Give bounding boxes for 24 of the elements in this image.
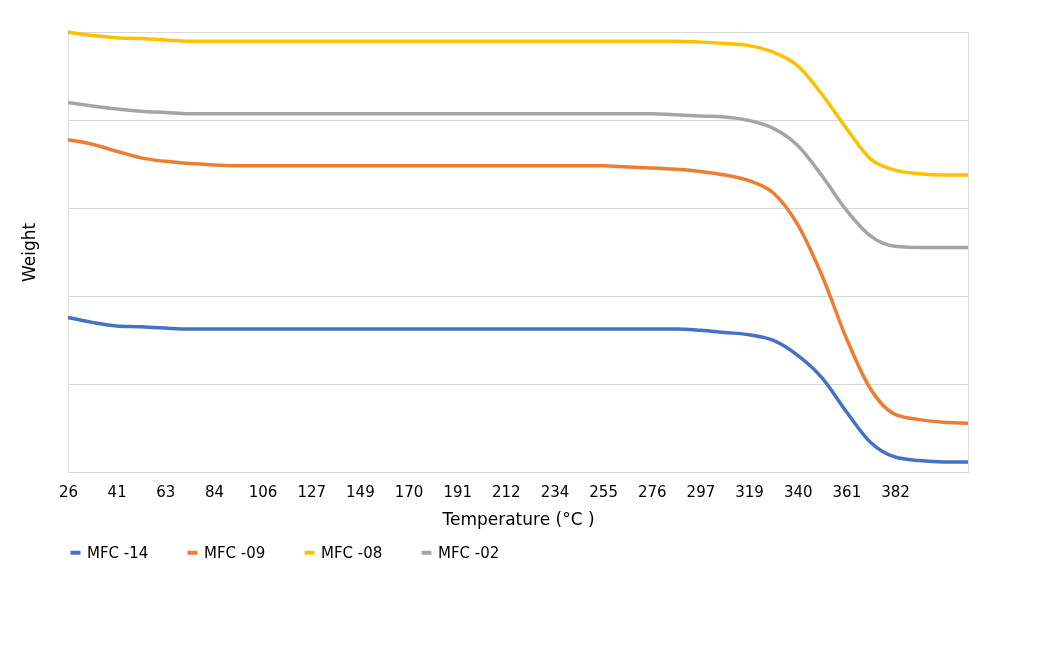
x-tick-label: 127: [297, 482, 327, 501]
x-tick-label: 361: [832, 482, 862, 501]
x-tick-label: 191: [443, 482, 473, 501]
x-tick-label: 255: [589, 482, 618, 501]
x-tick-label: 41: [107, 482, 127, 501]
x-tick-label: 319: [735, 482, 764, 501]
x-tick-label: 382: [881, 482, 910, 501]
legend-label: MFC -09: [204, 543, 266, 562]
x-tick-label: 276: [637, 482, 667, 501]
y-axis-title: Weight: [18, 222, 39, 283]
x-tick-label: 26: [58, 482, 79, 501]
x-tick-label: 234: [540, 482, 570, 501]
x-axis-title: Temperature (°C ): [441, 508, 595, 529]
x-tick-label: 84: [204, 482, 224, 501]
x-tick-label: 63: [156, 482, 176, 501]
legend-label: MFC -14: [87, 543, 149, 562]
x-tick-label: 297: [686, 482, 716, 501]
x-tick-label: 149: [346, 482, 375, 501]
x-tick-label: 106: [248, 482, 278, 501]
legend-label: MFC -02: [438, 543, 500, 562]
x-tick-label: 340: [783, 482, 813, 501]
x-tick-label: 170: [394, 482, 424, 501]
legend-label: MFC -08: [321, 543, 383, 562]
x-tick-label: 212: [492, 482, 521, 501]
